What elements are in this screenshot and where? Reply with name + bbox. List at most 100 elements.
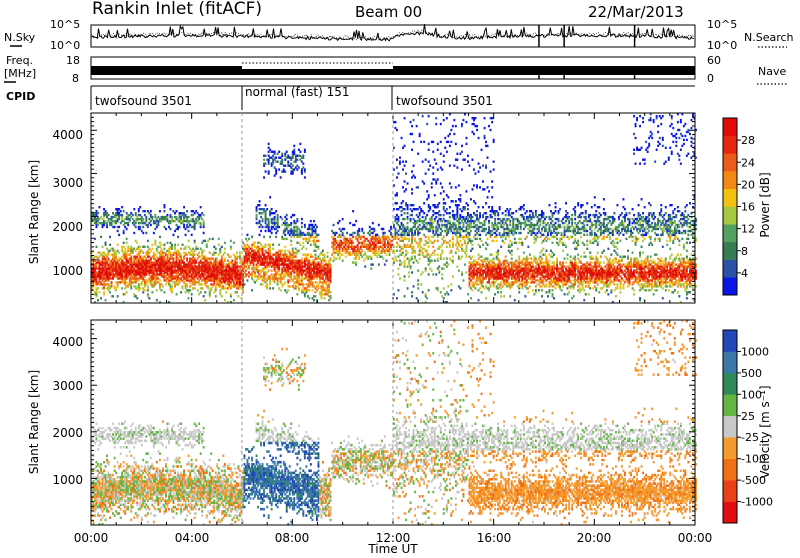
heatmap-cell bbox=[449, 212, 451, 214]
heatmap-cell bbox=[419, 258, 421, 260]
heatmap-cell bbox=[203, 232, 205, 234]
heatmap-cell bbox=[150, 224, 152, 226]
heatmap-cell bbox=[304, 168, 306, 170]
heatmap-cell bbox=[506, 260, 508, 262]
heatmap-cell bbox=[198, 252, 200, 254]
heatmap-cell bbox=[299, 244, 301, 246]
heatmap-cell bbox=[161, 248, 163, 250]
heatmap-cell bbox=[447, 263, 449, 265]
heatmap-cell bbox=[307, 254, 309, 256]
heatmap-cell bbox=[456, 166, 458, 168]
heatmap-cell bbox=[417, 279, 419, 281]
heatmap-cell bbox=[361, 228, 363, 230]
heatmap-cell bbox=[324, 254, 326, 256]
heatmap-cell bbox=[476, 129, 478, 131]
heatmap-cell bbox=[496, 234, 498, 236]
heatmap-cell bbox=[156, 299, 158, 301]
heatmap-cell bbox=[355, 261, 357, 263]
heatmap-cell bbox=[262, 283, 264, 285]
heatmap-cell bbox=[398, 172, 400, 174]
heatmap-cell bbox=[407, 216, 409, 218]
heatmap-cell bbox=[449, 240, 451, 242]
heatmap-cell bbox=[497, 250, 499, 252]
heatmap-cell bbox=[499, 260, 501, 262]
heatmap-cell bbox=[438, 210, 440, 212]
heatmap-cell bbox=[390, 226, 392, 228]
heatmap-cell bbox=[443, 267, 445, 269]
heatmap-cell bbox=[404, 295, 406, 297]
heatmap-cell bbox=[216, 258, 218, 260]
heatmap-cell bbox=[461, 244, 463, 246]
heatmap-cell bbox=[450, 141, 452, 143]
heatmap-cell bbox=[511, 258, 513, 260]
heatmap-cell bbox=[151, 291, 153, 293]
heatmap-cell bbox=[432, 226, 434, 228]
heatmap-cell bbox=[431, 260, 433, 262]
heatmap-cell bbox=[346, 232, 348, 234]
heatmap-cell bbox=[440, 291, 442, 293]
heatmap-cell bbox=[420, 283, 422, 285]
heatmap-cell bbox=[458, 184, 460, 186]
heatmap-cell bbox=[485, 165, 487, 167]
heatmap-cell bbox=[278, 168, 280, 170]
heatmap-cell bbox=[426, 190, 428, 192]
heatmap-cell bbox=[473, 184, 475, 186]
heatmap-cell bbox=[336, 240, 338, 242]
heatmap-cell bbox=[493, 240, 495, 242]
heatmap-cell bbox=[455, 125, 457, 127]
heatmap-cell bbox=[402, 161, 404, 163]
heatmap-cell bbox=[186, 210, 188, 212]
heatmap-cell bbox=[485, 228, 487, 230]
heatmap-cell bbox=[142, 232, 144, 234]
heatmap-cell bbox=[432, 141, 434, 143]
heatmap-cell bbox=[284, 246, 286, 248]
heatmap-cell bbox=[94, 238, 96, 240]
heatmap-cell bbox=[423, 141, 425, 143]
heatmap-cell bbox=[447, 196, 449, 198]
heatmap-cell bbox=[126, 291, 128, 293]
heatmap-cell bbox=[148, 297, 150, 299]
heatmap-cell bbox=[154, 214, 156, 216]
heatmap-cell bbox=[407, 222, 409, 224]
heatmap-cell bbox=[114, 226, 116, 228]
heatmap-cell bbox=[318, 234, 320, 236]
heatmap-cell bbox=[437, 168, 439, 170]
heatmap-cell bbox=[420, 141, 422, 143]
heatmap-cell bbox=[452, 210, 454, 212]
heatmap-cell bbox=[215, 248, 217, 250]
heatmap-cell bbox=[413, 246, 415, 248]
heatmap-cell bbox=[393, 147, 395, 149]
heatmap-cell bbox=[354, 224, 356, 226]
heatmap-cell bbox=[515, 232, 517, 234]
heatmap-cell bbox=[304, 176, 306, 178]
heatmap-cell bbox=[268, 269, 270, 271]
heatmap-cell bbox=[422, 271, 424, 273]
heatmap-cell bbox=[464, 240, 466, 242]
heatmap-cell bbox=[481, 149, 483, 151]
heatmap-cell bbox=[428, 143, 430, 145]
heatmap-cell bbox=[284, 165, 286, 167]
heatmap-cell bbox=[126, 238, 128, 240]
heatmap-cell bbox=[313, 220, 315, 222]
heatmap-cell bbox=[382, 258, 384, 260]
heatmap-cell bbox=[161, 244, 163, 246]
freq-tick-bottom: 8 bbox=[72, 72, 79, 85]
heatmap-cell bbox=[414, 238, 416, 240]
heatmap-cell bbox=[164, 248, 166, 250]
nsky-tick-bottom: 10^0 bbox=[50, 39, 80, 52]
heatmap-cell bbox=[266, 208, 268, 210]
heatmap-cell bbox=[272, 248, 274, 250]
heatmap-cell bbox=[466, 190, 468, 192]
heatmap-cell bbox=[398, 289, 400, 291]
heatmap-cell bbox=[180, 254, 182, 256]
heatmap-cell bbox=[479, 186, 481, 188]
heatmap-cell bbox=[123, 230, 125, 232]
heatmap-cell bbox=[151, 216, 153, 218]
heatmap-cell bbox=[410, 121, 412, 123]
heatmap-cell bbox=[262, 226, 264, 228]
heatmap-cell bbox=[438, 224, 440, 226]
heatmap-cell bbox=[404, 117, 406, 119]
heatmap-cell bbox=[236, 291, 238, 293]
heatmap-cell bbox=[428, 149, 430, 151]
heatmap-cell bbox=[432, 151, 434, 153]
